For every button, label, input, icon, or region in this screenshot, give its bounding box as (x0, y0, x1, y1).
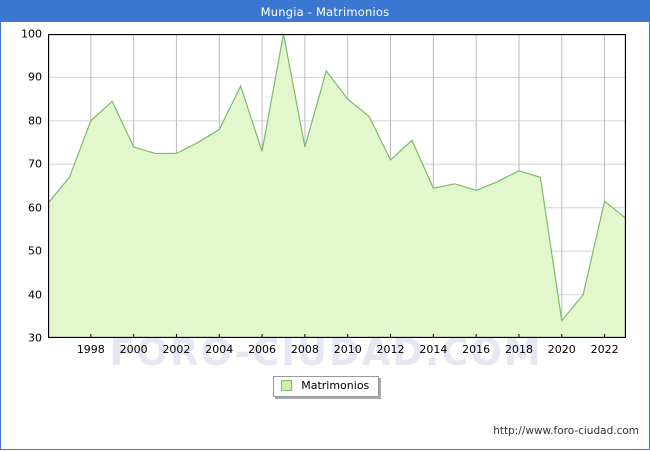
plot-frame (48, 34, 626, 338)
legend-box: Matrimonios (272, 376, 380, 397)
window-titlebar: Mungia - Matrimonios (1, 1, 649, 22)
legend-label-matrimonios: Matrimonios (301, 379, 370, 392)
line-matrimonios (48, 34, 626, 323)
chart-legend: Matrimonios (1, 375, 650, 397)
source-url: http://www.foro-ciudad.com (493, 425, 639, 437)
legend-swatch-matrimonios (280, 380, 292, 391)
area-fill-matrimonios (48, 34, 626, 338)
page-title: Mungia - Matrimonios (260, 4, 390, 19)
area-chart-svg (48, 34, 626, 338)
plot-area (48, 34, 626, 338)
